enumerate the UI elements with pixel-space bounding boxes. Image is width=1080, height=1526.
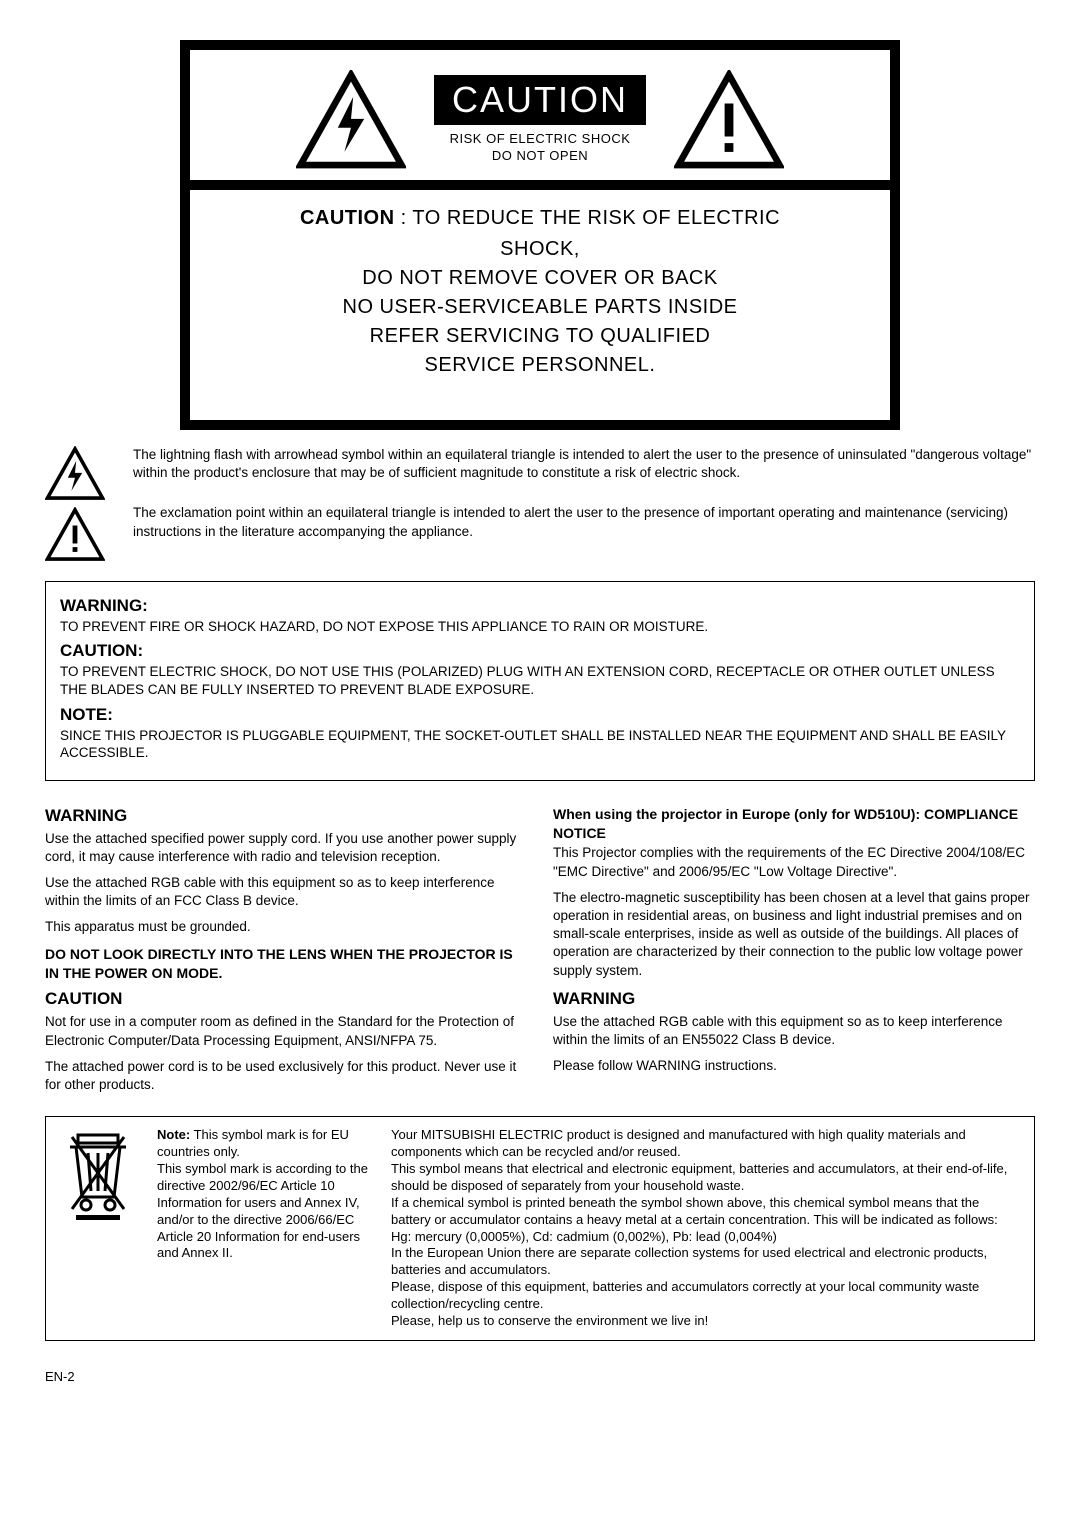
right-warning-heading: WARNING — [553, 988, 1035, 1011]
lens-warning: DO NOT LOOK DIRECTLY INTO THE LENS WHEN … — [45, 945, 527, 983]
note-heading: NOTE: — [60, 705, 1020, 725]
weee-main-column: Your MITSUBISHI ELECTRIC product is desi… — [391, 1127, 1022, 1330]
warning-text: TO PREVENT FIRE OR SHOCK HAZARD, DO NOT … — [60, 618, 1020, 636]
exclamation-triangle-small-icon — [45, 507, 105, 562]
right-column: When using the projector in Europe (only… — [553, 799, 1035, 1103]
caution-title: CAUTION — [434, 75, 646, 125]
exclamation-explanation: The exclamation point within an equilate… — [133, 504, 1035, 540]
exclamation-triangle-icon — [674, 70, 784, 170]
caution-panel: CAUTION RISK OF ELECTRIC SHOCK DO NOT OP… — [180, 40, 900, 430]
weee-m3: If a chemical symbol is printed beneath … — [391, 1195, 1022, 1229]
caution-line-1: CAUTION : TO REDUCE THE RISK OF ELECTRIC — [220, 204, 860, 233]
symbol-explanation: The lightning flash with arrowhead symbo… — [45, 446, 1035, 563]
lightning-triangle-small-icon — [45, 446, 105, 501]
eu-compliance-heading: When using the projector in Europe (only… — [553, 805, 1035, 843]
note-text: SINCE THIS PROJECTOR IS PLUGGABLE EQUIPM… — [60, 727, 1020, 762]
weee-bin-icon — [58, 1127, 143, 1330]
caution-line-4: NO USER-SERVICEABLE PARTS INSIDE — [220, 293, 860, 322]
page-number: EN-2 — [45, 1369, 1035, 1384]
weee-note-directive: This symbol mark is according to the dir… — [157, 1161, 377, 1262]
caution-text: TO PREVENT ELECTRIC SHOCK, DO NOT USE TH… — [60, 663, 1020, 698]
left-column: WARNING Use the attached specified power… — [45, 799, 527, 1103]
risk-line-2: DO NOT OPEN — [434, 148, 646, 165]
right-p3: Use the attached RGB cable with this equ… — [553, 1013, 1035, 1049]
right-p4: Please follow WARNING instructions. — [553, 1057, 1035, 1075]
weee-m4: Hg: mercury (0,0005%), Cd: cadmium (0,00… — [391, 1229, 1022, 1246]
weee-m1: Your MITSUBISHI ELECTRIC product is desi… — [391, 1127, 1022, 1161]
weee-note-column: Note: This symbol mark is for EU countri… — [157, 1127, 377, 1330]
left-p5: The attached power cord is to be used ex… — [45, 1058, 527, 1094]
lightning-explanation: The lightning flash with arrowhead symbo… — [133, 446, 1035, 482]
lightning-triangle-icon — [296, 70, 406, 170]
weee-m7: Please, help us to conserve the environm… — [391, 1313, 1022, 1330]
caution-line-3: DO NOT REMOVE COVER OR BACK — [220, 264, 860, 293]
risk-line-1: RISK OF ELECTRIC SHOCK — [434, 131, 646, 148]
weee-note-line: Note: This symbol mark is for EU countri… — [157, 1127, 377, 1161]
symbol-texts: The lightning flash with arrowhead symbo… — [133, 446, 1035, 563]
caution-title-block: CAUTION RISK OF ELECTRIC SHOCK DO NOT OP… — [434, 75, 646, 165]
caution-top-row: CAUTION RISK OF ELECTRIC SHOCK DO NOT OP… — [190, 50, 890, 180]
weee-m5: In the European Union there are separate… — [391, 1245, 1022, 1279]
left-p1: Use the attached specified power supply … — [45, 830, 527, 866]
left-p4: Not for use in a computer room as define… — [45, 1013, 527, 1049]
caution-text-block: CAUTION : TO REDUCE THE RISK OF ELECTRIC… — [190, 180, 890, 420]
left-caution-heading: CAUTION — [45, 988, 527, 1011]
right-p2: The electro-magnetic susceptibility has … — [553, 889, 1035, 980]
left-p2: Use the attached RGB cable with this equ… — [45, 874, 527, 910]
boxed-warnings: WARNING: TO PREVENT FIRE OR SHOCK HAZARD… — [45, 581, 1035, 781]
two-column-section: WARNING Use the attached specified power… — [45, 799, 1035, 1103]
weee-m2: This symbol means that electrical and el… — [391, 1161, 1022, 1195]
warning-heading: WARNING: — [60, 596, 1020, 616]
caution-heading: CAUTION: — [60, 641, 1020, 661]
weee-box: Note: This symbol mark is for EU countri… — [45, 1116, 1035, 1341]
caution-line-2: SHOCK, — [220, 235, 860, 264]
symbol-icons-column — [45, 446, 115, 563]
weee-m6: Please, dispose of this equipment, batte… — [391, 1279, 1022, 1313]
left-warning-heading: WARNING — [45, 805, 527, 828]
right-p1: This Projector complies with the require… — [553, 844, 1035, 880]
left-p3: This apparatus must be grounded. — [45, 918, 527, 936]
caution-line-5: REFER SERVICING TO QUALIFIED — [220, 322, 860, 351]
caution-line-6: SERVICE PERSONNEL. — [220, 351, 860, 380]
